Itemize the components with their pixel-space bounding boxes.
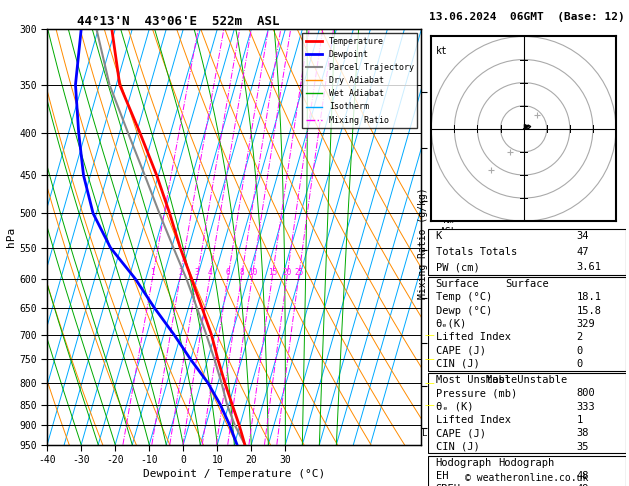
Text: 6: 6: [226, 268, 230, 277]
Text: 1: 1: [150, 268, 155, 277]
Text: K: K: [436, 231, 442, 242]
Text: —: —: [425, 378, 434, 388]
Y-axis label: hPa: hPa: [6, 227, 16, 247]
Y-axis label: km
ASL: km ASL: [440, 215, 458, 237]
Text: Dewp (°C): Dewp (°C): [436, 306, 492, 315]
Text: 35: 35: [576, 441, 589, 451]
X-axis label: Dewpoint / Temperature (°C): Dewpoint / Temperature (°C): [143, 469, 325, 479]
Text: —: —: [425, 330, 434, 340]
Text: Temp (°C): Temp (°C): [436, 292, 492, 302]
Text: 0: 0: [576, 346, 582, 356]
Text: —: —: [425, 399, 434, 410]
Text: 3: 3: [195, 268, 199, 277]
Bar: [428, 229, 626, 275]
Text: 25: 25: [294, 268, 303, 277]
Text: 1: 1: [576, 415, 582, 425]
Text: θₑ (K): θₑ (K): [436, 401, 473, 412]
Text: Lifted Index: Lifted Index: [436, 332, 511, 342]
Text: CIN (J): CIN (J): [436, 441, 479, 451]
Text: 20: 20: [282, 268, 292, 277]
Text: © weatheronline.co.uk: © weatheronline.co.uk: [465, 473, 589, 484]
Text: θₑ(K): θₑ(K): [436, 319, 467, 329]
Text: EH: EH: [436, 471, 448, 481]
Text: Most Unstable: Most Unstable: [486, 375, 567, 385]
Text: 3.61: 3.61: [576, 262, 601, 272]
Text: 15: 15: [268, 268, 277, 277]
Text: 2: 2: [178, 268, 182, 277]
Bar: [428, 456, 626, 486]
Text: 333: 333: [576, 401, 595, 412]
Text: 38: 38: [576, 428, 589, 438]
Text: 329: 329: [576, 319, 595, 329]
Text: Pressure (mb): Pressure (mb): [436, 388, 517, 398]
Text: 13.06.2024  06GMT  (Base: 12): 13.06.2024 06GMT (Base: 12): [429, 12, 625, 22]
Bar: [428, 373, 626, 453]
Text: LCL: LCL: [423, 429, 438, 437]
Text: 4: 4: [208, 268, 212, 277]
Text: kt: kt: [436, 46, 448, 56]
Text: 10: 10: [248, 268, 257, 277]
Text: PW (cm): PW (cm): [436, 262, 479, 272]
Text: —: —: [425, 354, 434, 364]
Text: 49: 49: [576, 484, 589, 486]
Text: Most Unstable: Most Unstable: [436, 375, 517, 385]
Text: Surface: Surface: [505, 279, 548, 289]
Text: 34: 34: [576, 231, 589, 242]
Text: Lifted Index: Lifted Index: [436, 415, 511, 425]
Text: Mixing Ratio (g/kg): Mixing Ratio (g/kg): [418, 187, 428, 299]
Text: 48: 48: [576, 471, 589, 481]
Text: 47: 47: [576, 247, 589, 257]
Text: 8: 8: [239, 268, 244, 277]
Text: Surface: Surface: [436, 279, 479, 289]
Text: 18.1: 18.1: [576, 292, 601, 302]
Text: SREH: SREH: [436, 484, 460, 486]
Legend: Temperature, Dewpoint, Parcel Trajectory, Dry Adiabat, Wet Adiabat, Isotherm, Mi: Temperature, Dewpoint, Parcel Trajectory…: [303, 34, 417, 128]
Text: 2: 2: [576, 332, 582, 342]
Text: 800: 800: [576, 388, 595, 398]
Bar: [428, 278, 626, 370]
Text: Totals Totals: Totals Totals: [436, 247, 517, 257]
Text: Hodograph: Hodograph: [436, 457, 492, 468]
Text: 0: 0: [576, 359, 582, 369]
Text: CIN (J): CIN (J): [436, 359, 479, 369]
Text: 15.8: 15.8: [576, 306, 601, 315]
Text: CAPE (J): CAPE (J): [436, 428, 486, 438]
Text: CAPE (J): CAPE (J): [436, 346, 486, 356]
Title: 44°13'N  43°06'E  522m  ASL: 44°13'N 43°06'E 522m ASL: [77, 15, 279, 28]
Text: Hodograph: Hodograph: [499, 457, 555, 468]
